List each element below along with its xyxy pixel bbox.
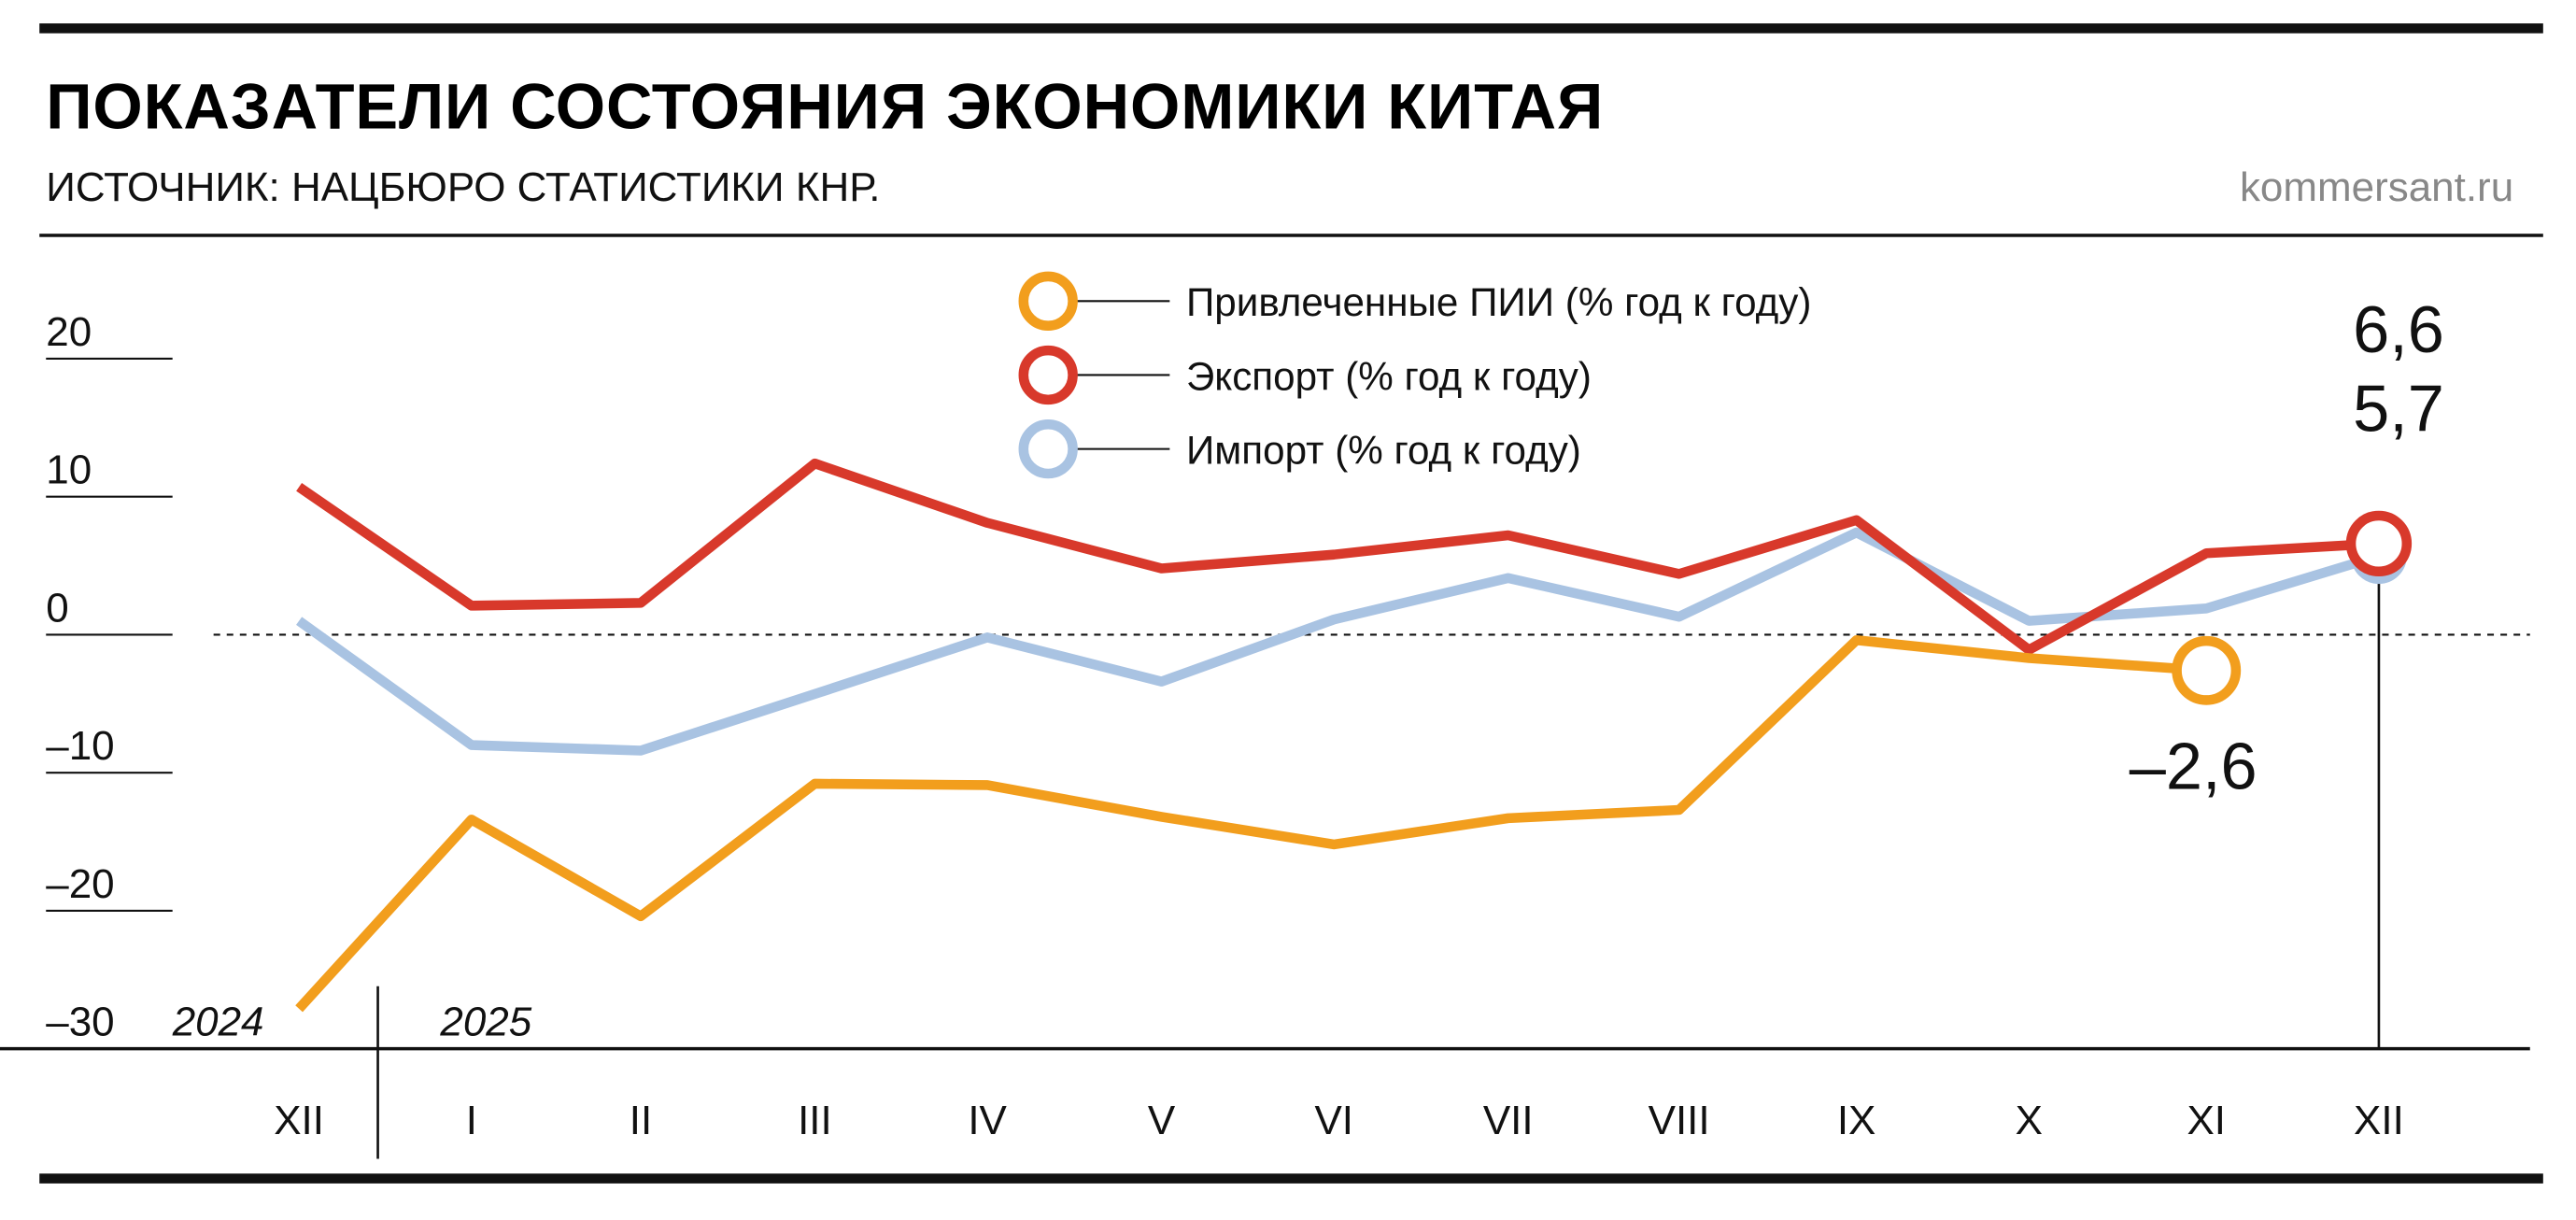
x-tick-label: XI bbox=[2187, 1098, 2226, 1143]
y-tick-label: –10 bbox=[46, 723, 114, 769]
annotation-export-last: 6,6 bbox=[2353, 292, 2444, 366]
top-rule bbox=[39, 23, 2543, 34]
bottom-rule bbox=[39, 1173, 2543, 1184]
x-tick-label: IX bbox=[1837, 1098, 1876, 1143]
y-tick-label: 10 bbox=[46, 447, 92, 493]
y-tick-label: 0 bbox=[46, 585, 68, 631]
year-label-2024: 2024 bbox=[172, 1000, 264, 1045]
x-tick-label: VIII bbox=[1649, 1098, 1710, 1143]
legend-label-fdi: Привлеченные ПИИ (% год к году) bbox=[1186, 280, 1811, 324]
legend-label-export: Экспорт (% год к году) bbox=[1186, 354, 1592, 398]
x-tick-label: V bbox=[1148, 1098, 1176, 1143]
year-label-2025: 2025 bbox=[439, 1000, 531, 1045]
header-divider bbox=[39, 234, 2543, 237]
export-line bbox=[296, 458, 2380, 655]
fdi-end-marker bbox=[2172, 635, 2242, 705]
annotation-import-last: 5,7 bbox=[2353, 371, 2444, 445]
source-site: kommersant.ru bbox=[2240, 164, 2513, 210]
legend-label-import: Импорт (% год к году) bbox=[1186, 428, 1581, 472]
legend-marker-import bbox=[1018, 418, 1078, 479]
legend: Привлеченные ПИИ (% год к году) Экспорт (… bbox=[1018, 271, 1811, 479]
chart-subtitle: ИСТОЧНИК: НАЦБЮРО СТАТИСТИКИ КНР. bbox=[46, 164, 880, 210]
fdi-line bbox=[295, 635, 2207, 1013]
export-end-marker bbox=[2345, 510, 2413, 577]
x-tick-label: III bbox=[798, 1098, 832, 1143]
import-line bbox=[296, 527, 2381, 756]
x-tick-label: VI bbox=[1314, 1098, 1353, 1143]
x-tick-label: X bbox=[2016, 1098, 2043, 1143]
series-lines bbox=[295, 458, 2413, 1013]
x-tick-label: I bbox=[466, 1098, 477, 1143]
chart-title: ПОКАЗАТЕЛИ СОСТОЯНИЯ ЭКОНОМИКИ КИТАЯ bbox=[46, 71, 1604, 143]
y-tick-label: –30 bbox=[46, 1000, 114, 1045]
x-tick-label: XII bbox=[274, 1098, 324, 1143]
y-tick-label: –20 bbox=[46, 861, 114, 907]
legend-marker-export bbox=[1018, 345, 1078, 405]
legend-marker-fdi bbox=[1018, 271, 1078, 331]
annotation-fdi-last: –2,6 bbox=[2130, 730, 2258, 803]
x-tick-label: XII bbox=[2354, 1098, 2404, 1143]
x-tick-label: VII bbox=[1483, 1098, 1534, 1143]
x-tick-label: II bbox=[630, 1098, 652, 1143]
y-tick-label: 20 bbox=[46, 309, 92, 355]
x-tick-label: IV bbox=[968, 1098, 1007, 1143]
